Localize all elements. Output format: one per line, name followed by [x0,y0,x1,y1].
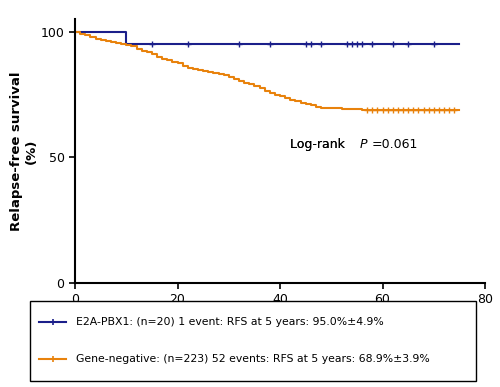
FancyBboxPatch shape [30,301,476,382]
Y-axis label: Relapse-free survival
(%): Relapse-free survival (%) [10,71,38,231]
Text: Log-rank: Log-rank [290,138,349,151]
X-axis label: Time (months): Time (months) [218,312,342,327]
Text: $P$: $P$ [360,138,369,151]
Text: E2A-PBX1: (n=20) 1 event: RFS at 5 years: 95.0%±4.9%: E2A-PBX1: (n=20) 1 event: RFS at 5 years… [76,317,384,327]
Text: Gene-negative: (n=223) 52 events: RFS at 5 years: 68.9%±3.9%: Gene-negative: (n=223) 52 events: RFS at… [76,354,430,364]
Text: =0.061: =0.061 [371,138,418,151]
Text: Log-rank: Log-rank [290,138,349,151]
